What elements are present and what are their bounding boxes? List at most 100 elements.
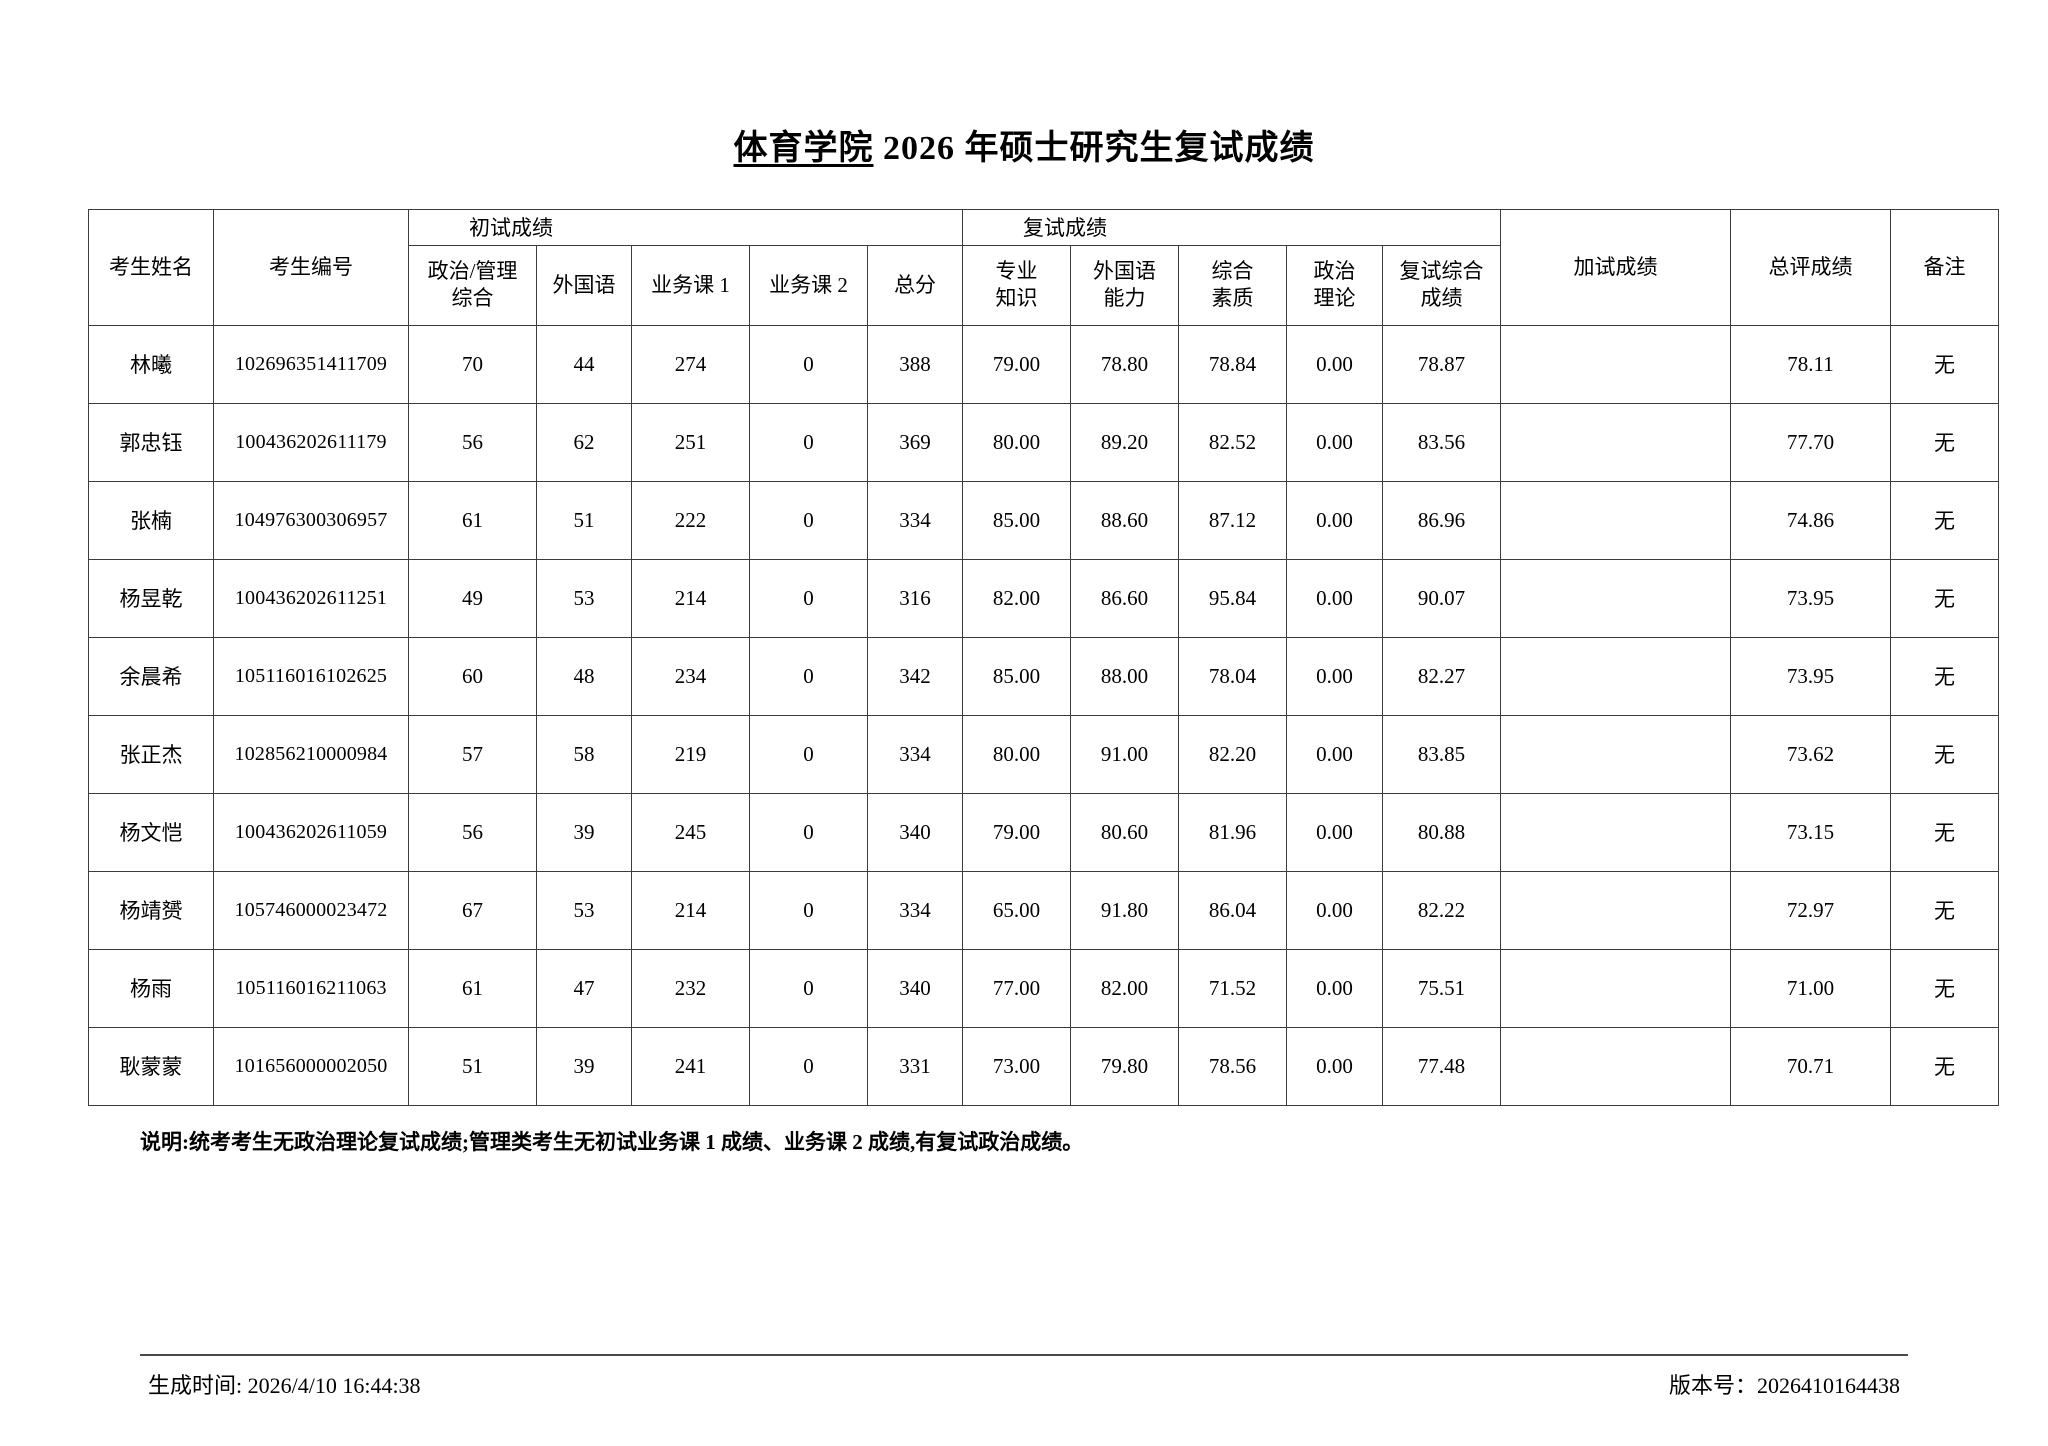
cell-major-knowledge: 65.00 <box>962 870 1071 950</box>
cell-comprehensive: 82.52 <box>1178 402 1287 482</box>
cell-id: 102696351411709 <box>213 324 409 404</box>
cell-major-knowledge: 80.00 <box>962 402 1071 482</box>
cell-politics-theory: 0.00 <box>1286 480 1383 560</box>
cell-total: 340 <box>867 948 963 1028</box>
col-header-business1: 业务课 1 <box>631 244 750 326</box>
col-header-foreign-ability: 外国语 能力 <box>1070 244 1179 326</box>
col-header-foreign-ability-line1: 外国语 <box>1093 259 1156 284</box>
cell-extra-exam <box>1500 792 1731 872</box>
page-title-underlined-part: 体育学院 <box>733 130 874 167</box>
cell-remark: 无 <box>1890 714 1999 794</box>
cell-business2: 0 <box>749 402 868 482</box>
cell-retest-total: 77.48 <box>1382 1026 1501 1106</box>
cell-id: 104976300306957 <box>213 480 409 560</box>
footer-version: 版本号：2026410164438 <box>1668 1373 1900 1398</box>
cell-foreign-ability: 78.80 <box>1070 324 1179 404</box>
cell-foreign-ability: 89.20 <box>1070 402 1179 482</box>
cell-extra-exam <box>1500 870 1731 950</box>
col-header-name: 考生姓名 <box>88 208 214 326</box>
col-header-foreign-ability-line2: 能力 <box>1103 286 1146 310</box>
cell-politics-mgmt: 70 <box>408 324 537 404</box>
cell-comprehensive: 86.04 <box>1178 870 1287 950</box>
cell-business2: 0 <box>749 324 868 404</box>
table-row: 杨文恺 100436202611059 56 39 245 0 340 79.00 80.60 8… <box>88 792 1999 872</box>
header-group-row: 考生姓名 考生编号 初试成绩 复试成绩 加试成绩 总评成绩 备注 <box>88 208 1999 326</box>
page-title-rest: 2026 年硕士研究生复试成绩 <box>873 130 1315 167</box>
cell-foreign: 62 <box>536 402 632 482</box>
cell-remark: 无 <box>1890 324 1999 404</box>
grades-table: 考生姓名 考生编号 初试成绩 复试成绩 加试成绩 总评成绩 备注 政治/管理 综… <box>88 208 1999 1106</box>
cell-politics-theory: 0.00 <box>1286 636 1383 716</box>
cell-politics-theory: 0.00 <box>1286 948 1383 1028</box>
cell-final-score: 77.70 <box>1730 402 1891 482</box>
cell-major-knowledge: 79.00 <box>962 324 1071 404</box>
cell-comprehensive: 71.52 <box>1178 948 1287 1028</box>
cell-politics-theory: 0.00 <box>1286 558 1383 638</box>
cell-business1: 274 <box>631 324 750 404</box>
cell-remark: 无 <box>1890 1026 1999 1106</box>
table-body: 林曦 102696351411709 70 44 274 0 388 79.00 78.80 78… <box>88 324 1999 1106</box>
cell-foreign: 53 <box>536 558 632 638</box>
cell-final-score: 70.71 <box>1730 1026 1891 1106</box>
table-note: 说明:统考考生无政治理论复试成绩;管理类考生无初试业务课 1 成绩、业务课 2 … <box>140 1129 1084 1154</box>
table-row: 余晨希 105116016102625 60 48 234 0 342 85.00 88.00 7… <box>88 636 1999 716</box>
cell-business2: 0 <box>749 558 868 638</box>
cell-remark: 无 <box>1890 558 1999 638</box>
table-row: 林曦 102696351411709 70 44 274 0 388 79.00 78.80 78… <box>88 324 1999 404</box>
cell-total: 369 <box>867 402 963 482</box>
table-head: 考生姓名 考生编号 初试成绩 复试成绩 加试成绩 总评成绩 备注 政治/管理 综… <box>88 208 1999 326</box>
cell-retest-total: 90.07 <box>1382 558 1501 638</box>
cell-business1: 219 <box>631 714 750 794</box>
cell-remark: 无 <box>1890 402 1999 482</box>
cell-total: 334 <box>867 870 963 950</box>
cell-final-score: 78.11 <box>1730 324 1891 404</box>
cell-name: 耿蒙蒙 <box>88 1026 214 1106</box>
cell-id: 105116016211063 <box>213 948 409 1028</box>
cell-id: 105116016102625 <box>213 636 409 716</box>
col-header-major-line1: 专业 <box>995 259 1038 284</box>
cell-remark: 无 <box>1890 870 1999 950</box>
cell-comprehensive: 95.84 <box>1178 558 1287 638</box>
header-sub-row: 政治/管理 综合 外国语 业务课 1 业务课 2 总分 专业 知识 外国语 能力 <box>89 244 1999 326</box>
cell-id: 100436202611179 <box>213 402 409 482</box>
cell-foreign-ability: 91.80 <box>1070 870 1179 950</box>
cell-id: 100436202611251 <box>213 558 409 638</box>
cell-politics-theory: 0.00 <box>1286 792 1383 872</box>
cell-total: 334 <box>867 714 963 794</box>
cell-extra-exam <box>1500 402 1731 482</box>
table-row: 郭忠钰 100436202611179 56 62 251 0 369 80.00 89.20 8… <box>88 402 1999 482</box>
col-header-politics-mgmt-line2: 综合 <box>451 286 494 310</box>
col-header-politics-theory: 政治 理论 <box>1286 244 1383 326</box>
cell-name: 张楠 <box>88 480 214 560</box>
cell-comprehensive: 81.96 <box>1178 792 1287 872</box>
cell-name: 郭忠钰 <box>88 402 214 482</box>
cell-foreign: 58 <box>536 714 632 794</box>
cell-comprehensive: 78.04 <box>1178 636 1287 716</box>
cell-foreign-ability: 86.60 <box>1070 558 1179 638</box>
cell-major-knowledge: 82.00 <box>962 558 1071 638</box>
cell-foreign: 39 <box>536 1026 632 1106</box>
cell-id: 102856210000984 <box>213 714 409 794</box>
cell-politics-mgmt: 61 <box>408 480 537 560</box>
cell-final-score: 73.95 <box>1730 636 1891 716</box>
cell-politics-theory: 0.00 <box>1286 402 1383 482</box>
col-header-remark: 备注 <box>1890 208 1999 326</box>
cell-business2: 0 <box>749 948 868 1028</box>
col-header-politics-mgmt: 政治/管理 综合 <box>408 244 537 326</box>
cell-foreign: 51 <box>536 480 632 560</box>
col-header-politics-theory-line1: 政治 <box>1313 259 1356 284</box>
cell-foreign-ability: 80.60 <box>1070 792 1179 872</box>
cell-final-score: 72.97 <box>1730 870 1891 950</box>
col-header-retest-total-line1: 复试综合 <box>1399 259 1484 284</box>
col-header-comprehensive-line2: 素质 <box>1211 286 1254 310</box>
cell-name: 杨文恺 <box>88 792 214 872</box>
cell-remark: 无 <box>1890 636 1999 716</box>
cell-extra-exam <box>1500 636 1731 716</box>
col-header-id: 考生编号 <box>213 208 409 326</box>
cell-retest-total: 80.88 <box>1382 792 1501 872</box>
cell-business1: 245 <box>631 792 750 872</box>
cell-politics-theory: 0.00 <box>1286 714 1383 794</box>
cell-retest-total: 78.87 <box>1382 324 1501 404</box>
page-title-wrapper: 体育学院 2026 年硕士研究生复试成绩 <box>0 0 2048 171</box>
cell-retest-total: 83.56 <box>1382 402 1501 482</box>
